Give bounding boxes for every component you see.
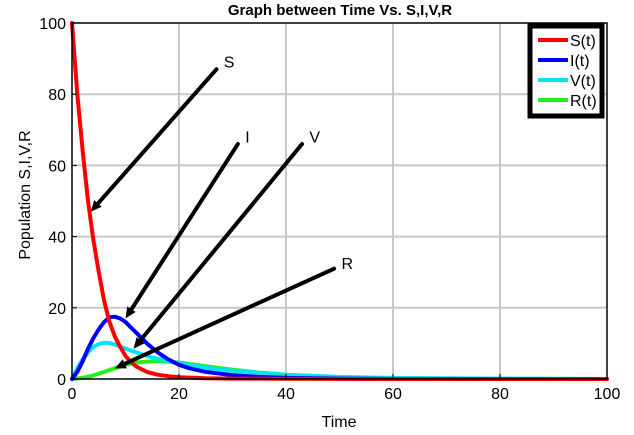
y-tick-label: 40 [48,230,66,247]
annotation-layer: S I V R [90,55,354,369]
annotation-label-r: R [342,256,354,273]
legend-entry-label: I(t) [570,53,590,70]
y-tick-label: 20 [48,301,66,318]
x-tick-label: 20 [170,386,188,403]
annotation-arrow-s [90,67,219,212]
annotation-label-i: I [245,129,249,146]
y-tick-label: 80 [48,87,66,104]
x-tick-label: 60 [384,386,402,403]
series-line-vt [70,340,609,381]
y-axis-label: Population S,I,V,R [17,130,34,259]
legend-entry-label: V(t) [570,73,596,90]
plot-area-border [71,22,608,380]
y-tick-label: 100 [39,16,66,33]
y-tick-label: 0 [57,372,66,389]
x-axis-label: Time [322,414,357,431]
annotation-label-v: V [309,129,320,146]
legend-entry-label: R(t) [570,93,597,110]
x-tick-label: 40 [277,386,295,403]
x-tick-label: 0 [68,386,77,403]
legend: S(t) I(t) V(t) R(t) [527,23,605,119]
legend-entry-label: S(t) [570,33,596,50]
chart-title: Graph between Time Vs. S,I,V,R [228,2,452,19]
annotation-arrow-i [125,142,240,319]
annotation-arrow-v [133,142,305,349]
x-tick-label: 100 [594,386,621,403]
x-tick-label: 80 [491,386,509,403]
tick-layer: 0 20 40 60 80 100 0 20 40 60 80 100 [39,16,620,403]
annotation-label-s: S [224,55,235,72]
y-tick-label: 60 [48,158,66,175]
annotation-arrow-r [114,266,337,369]
grid-layer [72,23,607,379]
